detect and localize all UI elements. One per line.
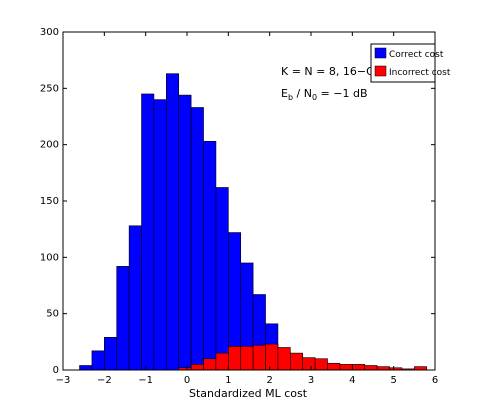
- x-tick-label: 6: [432, 375, 438, 386]
- bar-incorrect-11: [215, 352, 229, 371]
- bar-incorrect-23: [364, 365, 378, 371]
- bar-correct-4: [128, 225, 142, 371]
- x-tick-label: 0: [184, 375, 190, 386]
- bar-correct-10: [203, 140, 217, 371]
- bar-incorrect-20: [327, 362, 341, 371]
- legend-label-incorrect: Incorrect cost: [389, 68, 451, 78]
- bar-incorrect-15: [265, 343, 279, 371]
- tick-labels-layer: −3 −2 −1 0 1 2 3 4 5 6 0 50 100 150 200 250 300: [40, 27, 438, 386]
- bar-incorrect-9: [190, 364, 204, 371]
- x-tick-label: 5: [390, 375, 396, 386]
- y-tick-label: 300: [40, 27, 59, 38]
- annotation-eb-main: E: [281, 87, 288, 100]
- bar-correct-7: [166, 73, 180, 371]
- bar-incorrect-27: [414, 366, 428, 371]
- bar-incorrect-12: [228, 346, 242, 371]
- bar-correct-8: [178, 94, 192, 371]
- bar-incorrect-17: [290, 352, 304, 371]
- legend-swatch-correct: [374, 47, 387, 59]
- y-tick-label: 250: [40, 83, 59, 94]
- bar-incorrect-24: [376, 366, 390, 371]
- annotation-snr: Eb / N0 = −1 dB: [281, 87, 368, 102]
- bar-incorrect-19: [314, 358, 328, 371]
- bar-incorrect-18: [302, 357, 316, 371]
- bar-correct-9: [190, 107, 204, 371]
- bar-correct-11: [215, 187, 229, 371]
- annotation-n0-sub: 0: [312, 93, 317, 102]
- x-tick-label: −2: [97, 375, 112, 386]
- bar-correct-1: [91, 350, 105, 371]
- bar-correct-3: [116, 266, 130, 371]
- bar-correct-6: [153, 99, 167, 371]
- bar-incorrect-14: [252, 344, 266, 371]
- x-tick-label: 4: [349, 375, 355, 386]
- bar-incorrect-10: [203, 358, 217, 371]
- legend: Correct cost Incorrect cost: [370, 43, 451, 83]
- annotation-eb-sub: b: [288, 93, 293, 102]
- y-tick-label: 50: [46, 309, 59, 320]
- x-tick-label: 2: [266, 375, 272, 386]
- ticks-layer: [62, 31, 436, 371]
- bar-correct-0: [79, 365, 93, 371]
- legend-swatch-incorrect: [374, 65, 387, 77]
- bar-incorrect-22: [352, 364, 366, 371]
- annotation-config: K = N = 8, 16−QAM: [281, 65, 392, 78]
- x-tick-label: 1: [225, 375, 231, 386]
- y-tick-label: 0: [53, 365, 59, 376]
- y-tick-label: 200: [40, 140, 59, 151]
- x-axis-label: Standardized ML cost: [189, 387, 308, 400]
- annotation-n0-main: / N: [293, 87, 312, 100]
- bar-incorrect-16: [277, 347, 291, 371]
- x-tick-label: 3: [308, 375, 314, 386]
- y-tick-label: 100: [40, 252, 59, 263]
- y-tick-label: 150: [40, 196, 59, 207]
- bar-incorrect-13: [240, 346, 254, 371]
- x-tick-label: −3: [56, 375, 71, 386]
- bars-layer: [79, 73, 428, 371]
- legend-label-correct: Correct cost: [389, 50, 444, 60]
- annotation-eq-value: = −1 dB: [317, 87, 367, 100]
- bar-correct-2: [104, 337, 118, 371]
- bar-incorrect-21: [339, 364, 353, 371]
- bar-correct-5: [141, 93, 155, 371]
- x-tick-label: −1: [138, 375, 153, 386]
